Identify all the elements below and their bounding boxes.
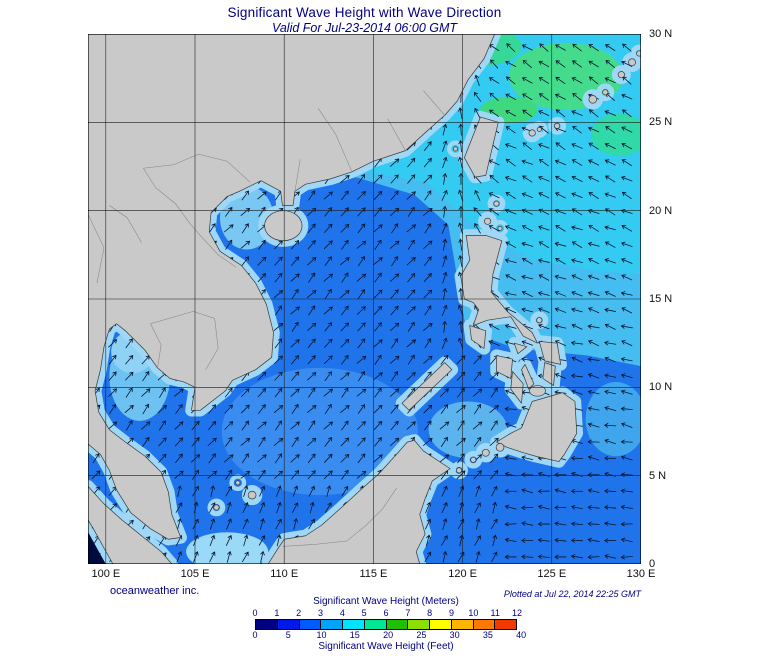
legend-color-cell — [321, 620, 343, 629]
legend-feet-tick: 20 — [383, 630, 394, 640]
legend-feet-tick: 10 — [316, 630, 327, 640]
graticule — [88, 34, 641, 564]
lon-tick-label: 125 E — [537, 568, 567, 580]
lat-tick-label: 25 N — [649, 116, 673, 129]
legend-color-cell — [430, 620, 452, 629]
legend-feet-title: Significant Wave Height (Feet) — [318, 641, 454, 652]
legend-meters-tick: 7 — [405, 608, 411, 618]
legend-meters-tick: 5 — [361, 608, 367, 618]
chart-title: Significant Wave Height with Wave Direct… — [227, 5, 502, 20]
map-frame — [88, 34, 641, 564]
legend-meters-tick: 6 — [383, 608, 389, 618]
lat-tick-label: 15 N — [649, 293, 673, 305]
lat-tick-label: 20 N — [649, 204, 673, 217]
legend-color-cell — [408, 620, 430, 629]
lon-tick-label: 100 E — [91, 568, 121, 580]
legend-feet-tick: 0 — [252, 630, 258, 640]
lat-tick-label: 0 — [649, 558, 656, 570]
legend-feet-scale: 0 5 10 15 20 25 30 35 40 — [252, 630, 526, 641]
lon-tick-label: 115 E — [359, 568, 388, 580]
legend-meters-tick: 9 — [448, 608, 455, 618]
legend-color-cell — [299, 620, 322, 629]
country-borders — [88, 90, 445, 547]
legend-color-cell — [343, 620, 365, 629]
lon-tick-label: 110 E — [270, 568, 299, 580]
lat-tick-label: 5 N — [649, 469, 667, 482]
lat-tick-label: 30 N — [649, 28, 673, 40]
wave-map — [88, 34, 641, 564]
legend-meters-title: Significant Wave Height (Meters) — [313, 596, 459, 607]
legend-meters-tick: 4 — [339, 608, 345, 618]
legend-meters-scale: 0 1 2 3 4 5 6 7 8 9 10 11 12 — [252, 608, 522, 619]
legend-feet-tick: 25 — [416, 630, 427, 640]
chart-header: Significant Wave Height with Wave Direct… — [0, 5, 729, 35]
legend-meters-tick: 11 — [490, 608, 500, 618]
lon-tick-label: 105 E — [180, 568, 210, 580]
legend-meters-tick: 2 — [296, 608, 302, 618]
legend-feet-tick: 40 — [516, 630, 527, 640]
legend-color-cell — [256, 620, 278, 629]
legend-color-cell — [277, 620, 300, 629]
legend-feet-tick: 30 — [449, 630, 460, 640]
legend-color-cell — [473, 620, 496, 629]
legend-feet-tick: 5 — [285, 630, 291, 640]
legend-meters-tick: 12 — [511, 608, 523, 618]
legend-meters-tick: 1 — [274, 608, 280, 618]
legend-color-cell — [364, 620, 387, 629]
legend-meters-tick: 10 — [468, 608, 479, 618]
plotted-timestamp: Plotted at Jul 22, 2014 22:25 GMT — [503, 589, 641, 599]
legend-color-cell — [386, 620, 409, 629]
legend-color-cell — [495, 620, 516, 629]
legend-meters-tick: 3 — [317, 608, 324, 618]
legend-color-cell — [451, 620, 474, 629]
legend-meters-tick: 0 — [252, 608, 258, 618]
legend-feet-tick: 35 — [482, 630, 493, 640]
legend-meters-tick: 8 — [427, 608, 433, 618]
credit-text: oceanweather inc. — [110, 585, 200, 597]
chart-subtitle: Valid For Jul-23-2014 06:00 GMT — [271, 21, 458, 35]
legend-colorbar — [255, 619, 517, 630]
lat-tick-label: 10 N — [649, 381, 673, 394]
legend-feet-tick: 15 — [349, 630, 360, 640]
lon-tick-label: 120 E — [448, 568, 477, 580]
lon-tick-label: 130 E — [626, 568, 656, 580]
